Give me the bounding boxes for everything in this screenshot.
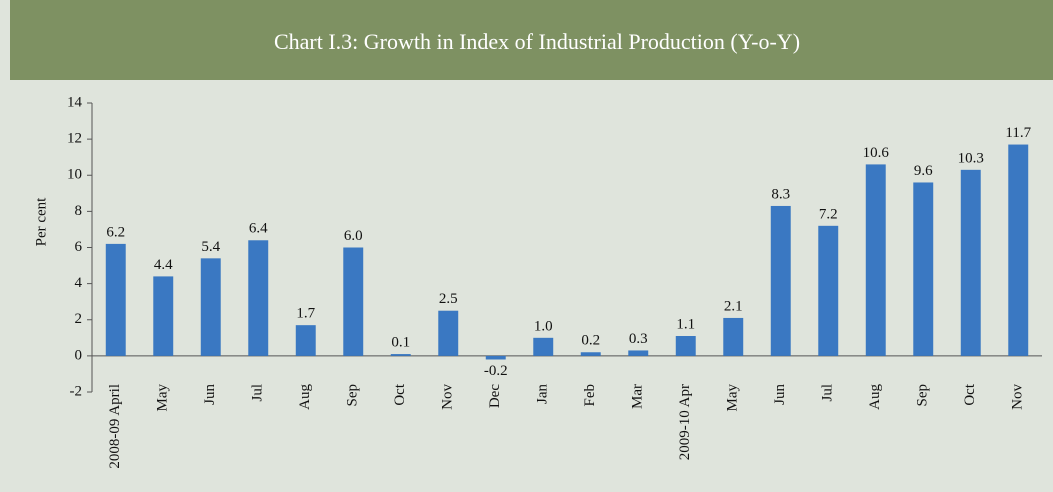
data-label: 10.6 <box>863 145 890 161</box>
bar <box>105 243 126 356</box>
bar <box>675 336 696 356</box>
y-tick-label: 0 <box>75 347 83 363</box>
x-tick-label: Jul <box>250 384 266 402</box>
data-label: 0.3 <box>629 331 648 347</box>
y-tick-label: 14 <box>67 94 83 110</box>
x-tick-label: Sep <box>915 384 931 407</box>
bar <box>818 225 839 356</box>
x-tick-label: Sep <box>345 384 361 407</box>
bar <box>770 205 791 356</box>
bar <box>248 240 269 356</box>
data-label: 1.7 <box>296 306 315 322</box>
x-tick-label: Jul <box>820 384 836 402</box>
header-band <box>10 0 1053 80</box>
bar <box>960 169 981 356</box>
bar <box>628 350 649 356</box>
x-tick-label: 2008-09 April <box>107 384 123 469</box>
x-tick-label: Oct <box>392 383 408 405</box>
bar <box>343 247 364 356</box>
data-label: 2.5 <box>439 291 458 307</box>
y-tick-label: 2 <box>75 311 83 327</box>
x-tick-label: Feb <box>582 384 598 407</box>
data-label: 1.1 <box>676 316 695 332</box>
bar <box>390 354 411 356</box>
data-label: 1.0 <box>534 318 553 334</box>
x-tick-label: May <box>725 384 741 412</box>
bar <box>295 325 316 356</box>
x-tick-label: Aug <box>297 384 313 410</box>
data-label: 0.1 <box>391 335 410 351</box>
data-label: 2.1 <box>724 298 743 314</box>
x-tick-label: Aug <box>867 384 883 410</box>
data-label: 8.3 <box>771 186 790 202</box>
bar <box>438 310 459 356</box>
bar <box>200 258 221 356</box>
bar <box>153 276 174 356</box>
data-label: 5.4 <box>201 239 220 255</box>
x-tick-label: May <box>155 384 171 412</box>
x-tick-label: Nov <box>1010 384 1026 410</box>
y-tick-label: 12 <box>67 131 82 147</box>
x-tick-label: Jun <box>772 384 788 405</box>
data-label: 6.2 <box>106 224 125 240</box>
data-label: 10.3 <box>958 150 984 166</box>
x-tick-label: Jun <box>202 384 218 405</box>
data-label: 7.2 <box>819 206 838 222</box>
data-label: 11.7 <box>1005 125 1031 141</box>
y-tick-label: 4 <box>75 275 83 291</box>
y-tick-label: 10 <box>67 167 82 183</box>
x-tick-label: Oct <box>962 383 978 405</box>
bar <box>533 337 554 356</box>
x-tick-label: Dec <box>487 384 503 408</box>
data-label: 6.4 <box>249 221 268 237</box>
bar <box>1008 144 1029 356</box>
x-tick-label: Nov <box>440 384 456 410</box>
x-tick-label: 2009-10 Apr <box>677 384 693 460</box>
y-tick-label: -2 <box>70 383 83 399</box>
chart-title: Chart I.3: Growth in Index of Industrial… <box>274 29 800 54</box>
data-label: -0.2 <box>484 363 508 379</box>
data-label: 9.6 <box>914 163 933 179</box>
data-label: 4.4 <box>154 257 173 273</box>
data-label: 0.2 <box>581 333 600 349</box>
y-tick-label: 6 <box>75 239 83 255</box>
y-tick-label: 8 <box>75 203 83 219</box>
bar <box>723 317 744 356</box>
data-label: 6.0 <box>344 228 363 244</box>
bar <box>485 355 506 360</box>
bar <box>913 182 934 356</box>
x-tick-label: Jan <box>535 384 551 404</box>
x-tick-label: Mar <box>630 384 646 409</box>
bar <box>865 164 886 356</box>
bar <box>580 352 601 356</box>
y-axis-label: Per cent <box>33 197 49 247</box>
